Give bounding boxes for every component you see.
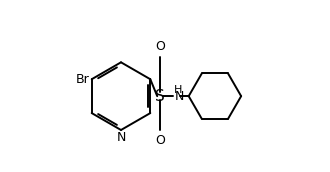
Text: O: O [155, 40, 165, 53]
Text: H: H [174, 85, 183, 95]
Text: N: N [174, 90, 184, 103]
Text: O: O [155, 134, 165, 147]
Text: N: N [116, 131, 126, 144]
Text: Br: Br [76, 73, 90, 86]
Text: S: S [155, 89, 165, 104]
